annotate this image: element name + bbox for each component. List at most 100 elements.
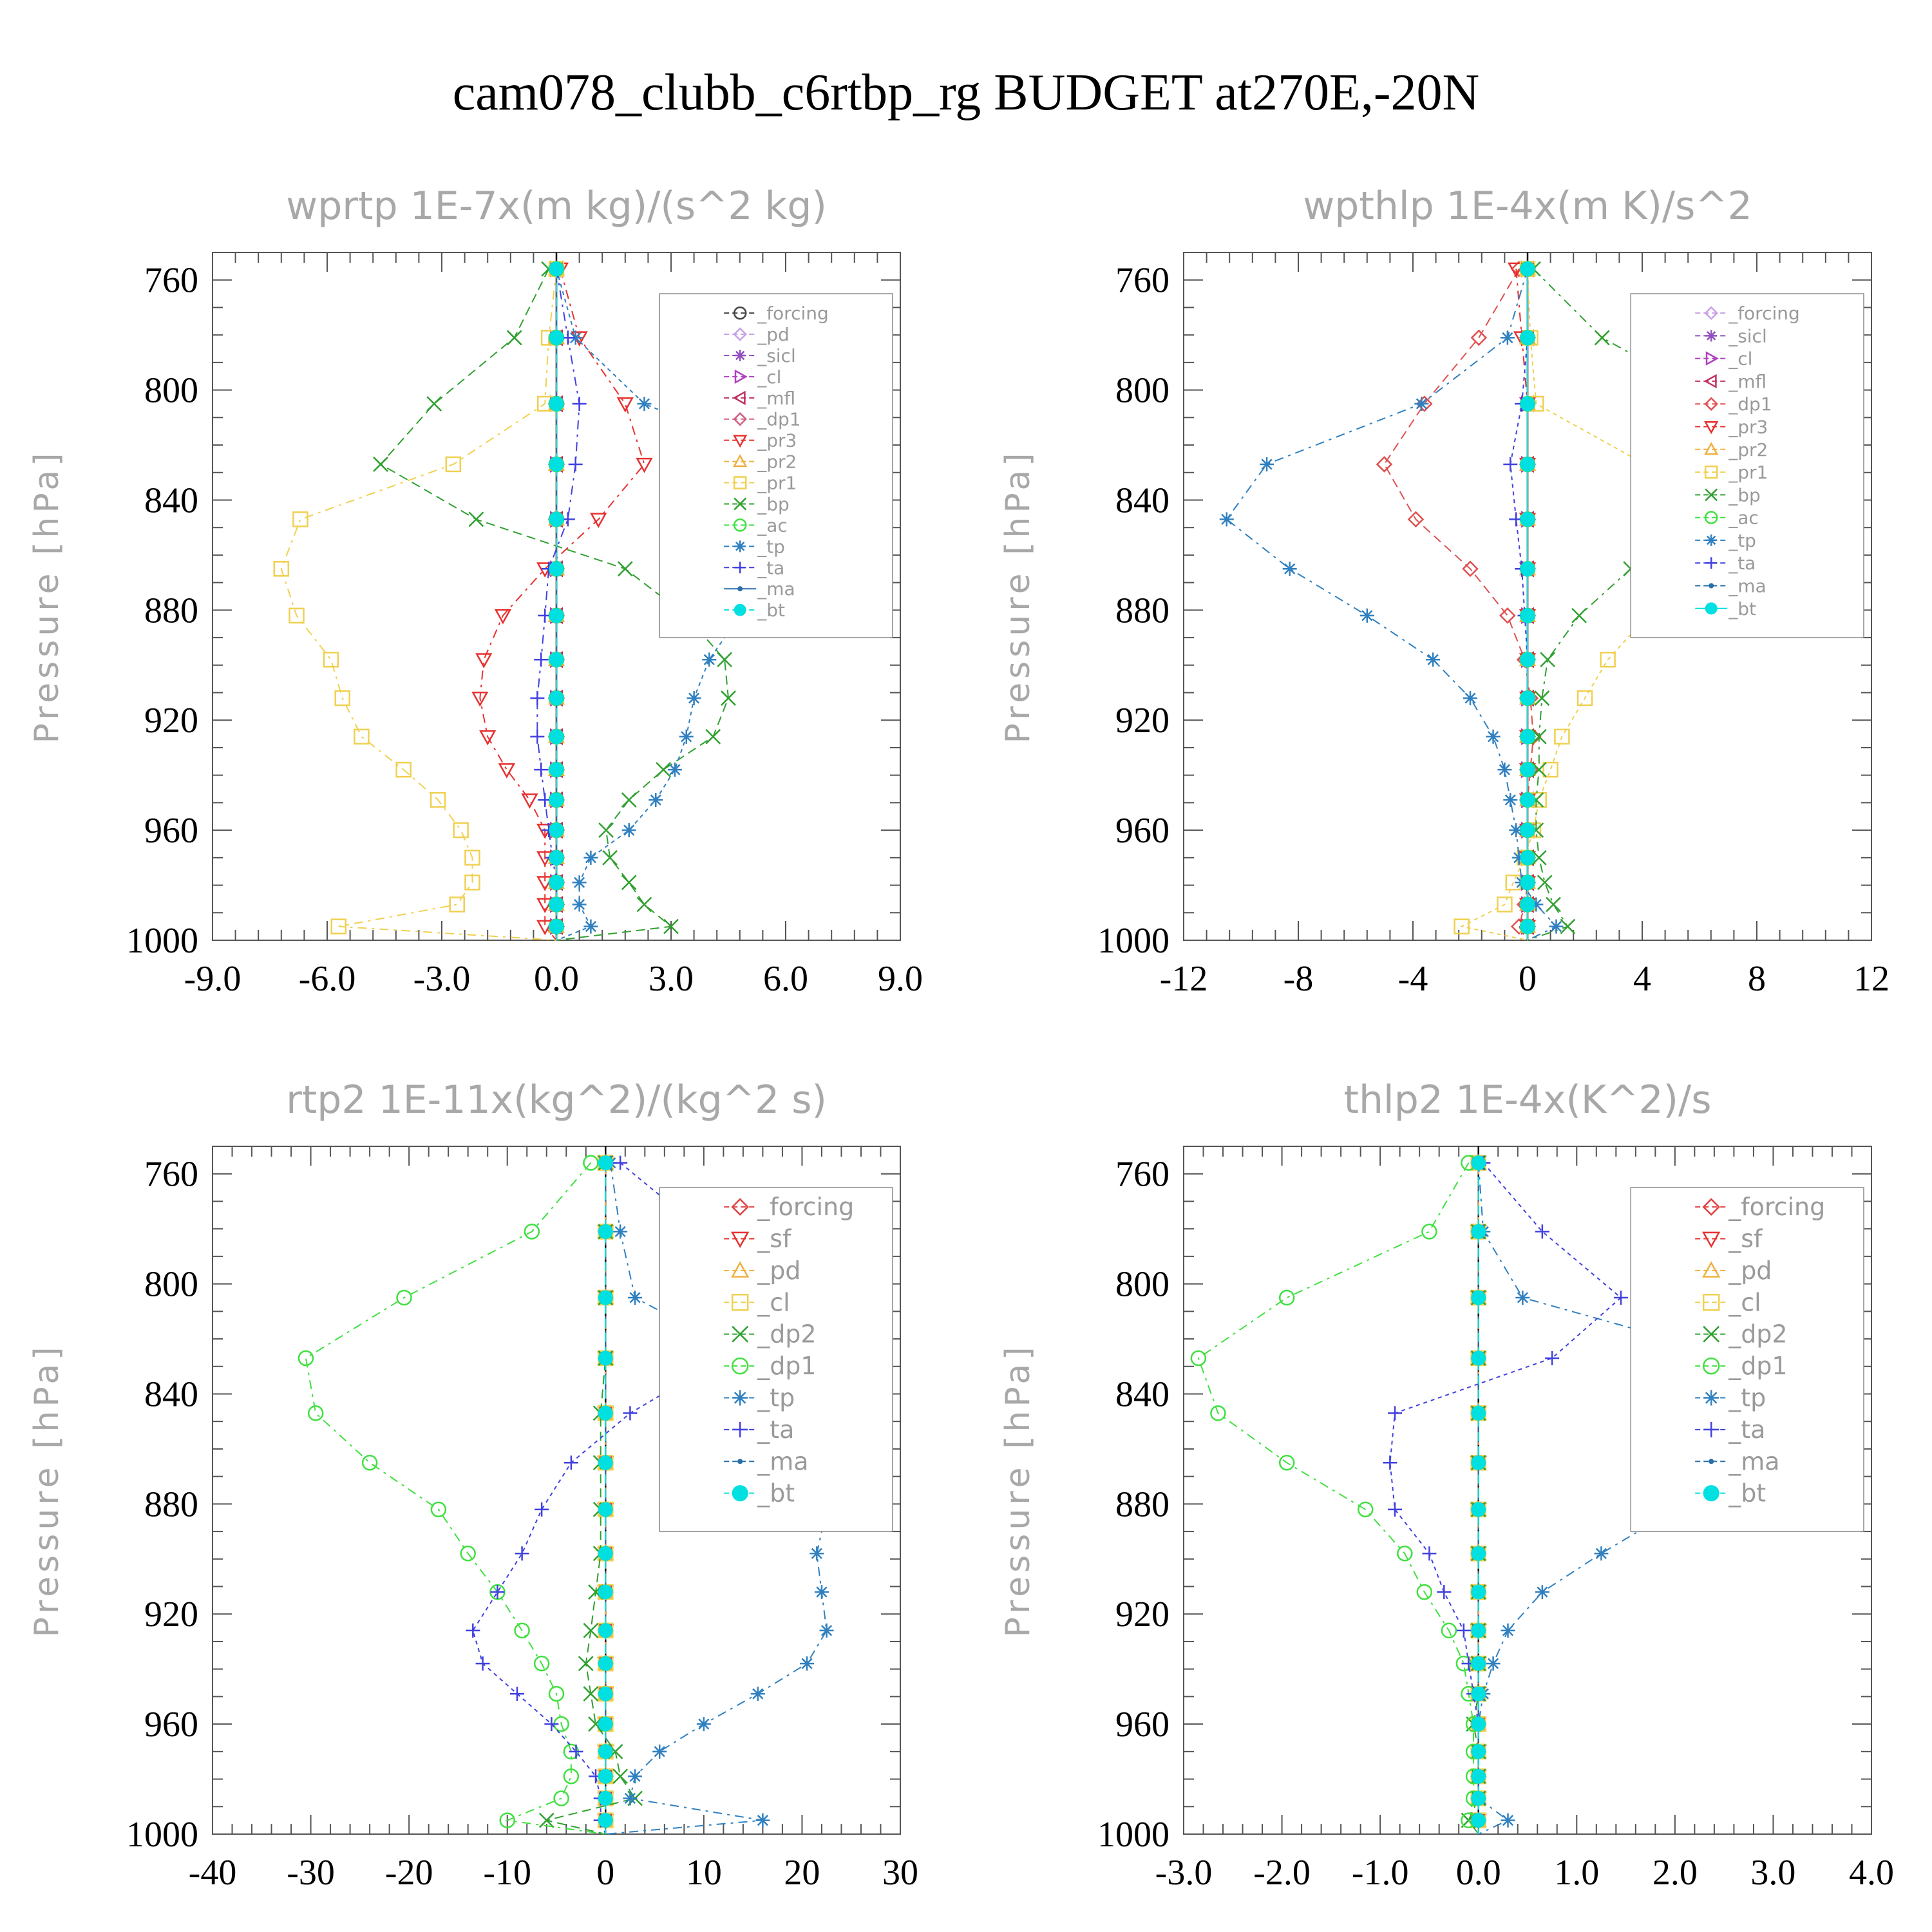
data-point <box>1520 896 1535 913</box>
data-point <box>702 652 717 667</box>
data-point <box>530 729 545 744</box>
x-tick-label: 3.0 <box>649 959 694 999</box>
legend-label: _tp <box>1728 1383 1766 1412</box>
legend-entry: _forcing <box>1695 1193 1825 1221</box>
series-line <box>546 1162 636 1835</box>
legend-entry: _ac <box>724 515 788 536</box>
data-point <box>1535 1224 1549 1239</box>
legend-entry: _ta <box>724 1416 794 1444</box>
y-axis-label: Pressure [hPa] <box>999 1343 1037 1638</box>
legend-entry: _mfl <box>724 388 795 409</box>
data-point <box>553 1790 569 1806</box>
data-point <box>1278 1289 1295 1306</box>
data-point <box>623 1791 638 1806</box>
y-tick-label: 920 <box>144 701 198 741</box>
legend-label: _pr3 <box>1728 417 1768 438</box>
legend-label: _sicl <box>757 345 796 366</box>
data-point <box>430 791 446 808</box>
data-point <box>1520 729 1535 744</box>
legend-label: _ac <box>757 515 788 536</box>
data-point <box>1219 512 1234 527</box>
legend-label: _cl <box>1728 1288 1761 1316</box>
legend-entry: _ac <box>1695 507 1759 529</box>
x-tick-label: 30 <box>882 1853 918 1893</box>
y-tick-label: 1000 <box>1097 1815 1170 1855</box>
legend-label: _sf <box>757 1224 792 1253</box>
data-point <box>544 1717 559 1732</box>
legend-entry: _pd <box>724 1256 800 1285</box>
legend-label: _mfl <box>757 388 795 409</box>
data-point <box>471 692 489 707</box>
data-point <box>323 652 339 668</box>
data-point <box>549 729 564 744</box>
legend: _forcing_pd_sicl_cl_mfl_dp1_pr3_pr2_pr1_… <box>659 293 893 638</box>
data-point <box>1546 896 1561 913</box>
series-line <box>1226 269 1558 941</box>
panel-title: thlp2 1E-4x(K^2)/s <box>1343 1077 1711 1122</box>
x-tick-label: 8 <box>1748 959 1766 999</box>
data-point <box>475 1656 490 1671</box>
data-point <box>1486 1656 1501 1671</box>
data-point <box>506 330 522 346</box>
data-point <box>1540 652 1556 668</box>
data-point <box>617 561 633 577</box>
data-point <box>548 1685 565 1702</box>
series-bt <box>598 1155 613 1834</box>
legend-entry: _bt <box>724 1479 795 1508</box>
data-point <box>549 330 564 345</box>
series-pr3 <box>1508 262 1537 940</box>
data-point <box>1531 762 1547 778</box>
data-point <box>721 690 736 706</box>
legend-label: _forcing <box>1728 303 1800 324</box>
data-point <box>1486 729 1501 744</box>
data-point <box>810 1546 824 1561</box>
legend-label: _ac <box>1728 507 1759 529</box>
legend-label: _bt <box>757 600 785 621</box>
data-point <box>800 1656 815 1671</box>
legend-entry: _cl <box>1695 348 1752 370</box>
data-point <box>538 1812 554 1828</box>
data-point <box>534 762 549 777</box>
legend-label: _pr3 <box>757 430 797 451</box>
series-bt <box>1520 261 1535 940</box>
series-line <box>305 1162 606 1835</box>
data-point <box>549 896 564 913</box>
data-point <box>687 691 701 706</box>
y-tick-label: 920 <box>1115 701 1170 741</box>
data-point <box>1471 1744 1486 1759</box>
data-point <box>1471 1455 1486 1470</box>
legend-entry: _sf <box>1695 1224 1763 1253</box>
legend-label: _forcing <box>757 303 829 324</box>
data-point <box>1454 918 1470 934</box>
x-tick-label: 6.0 <box>763 959 808 999</box>
panel-1: wprtp 1E-7x(m kg)/(s^2 kg) Pressure [hPa]… <box>28 184 923 999</box>
data-point <box>1520 822 1535 838</box>
series-bt <box>1471 1155 1486 1834</box>
data-point <box>536 920 554 936</box>
data-point <box>613 1155 628 1170</box>
x-tick-label: 12 <box>1853 959 1889 999</box>
data-point <box>530 691 545 706</box>
data-point <box>334 690 350 706</box>
data-point <box>1497 896 1513 913</box>
y-axis-label: Pressure [hPa] <box>28 1343 66 1638</box>
x-tick-label: 0 <box>596 1853 614 1893</box>
series-line <box>479 269 645 941</box>
data-point <box>583 1686 599 1702</box>
data-point <box>750 1687 765 1701</box>
data-point <box>1537 875 1553 891</box>
x-tick-label: -6.0 <box>299 959 356 999</box>
data-point <box>1503 793 1518 808</box>
y-tick-label: 840 <box>1115 480 1170 520</box>
data-point <box>549 762 564 777</box>
data-point <box>667 762 682 777</box>
data-point <box>563 1768 580 1785</box>
data-point <box>814 1585 829 1600</box>
series-line <box>1515 269 1528 940</box>
data-point <box>1600 652 1616 668</box>
data-point <box>1456 1623 1471 1638</box>
data-point <box>535 1502 549 1517</box>
legend-entry: _forcing <box>724 1193 854 1221</box>
series-line <box>1510 269 1528 940</box>
data-point <box>1534 690 1550 706</box>
